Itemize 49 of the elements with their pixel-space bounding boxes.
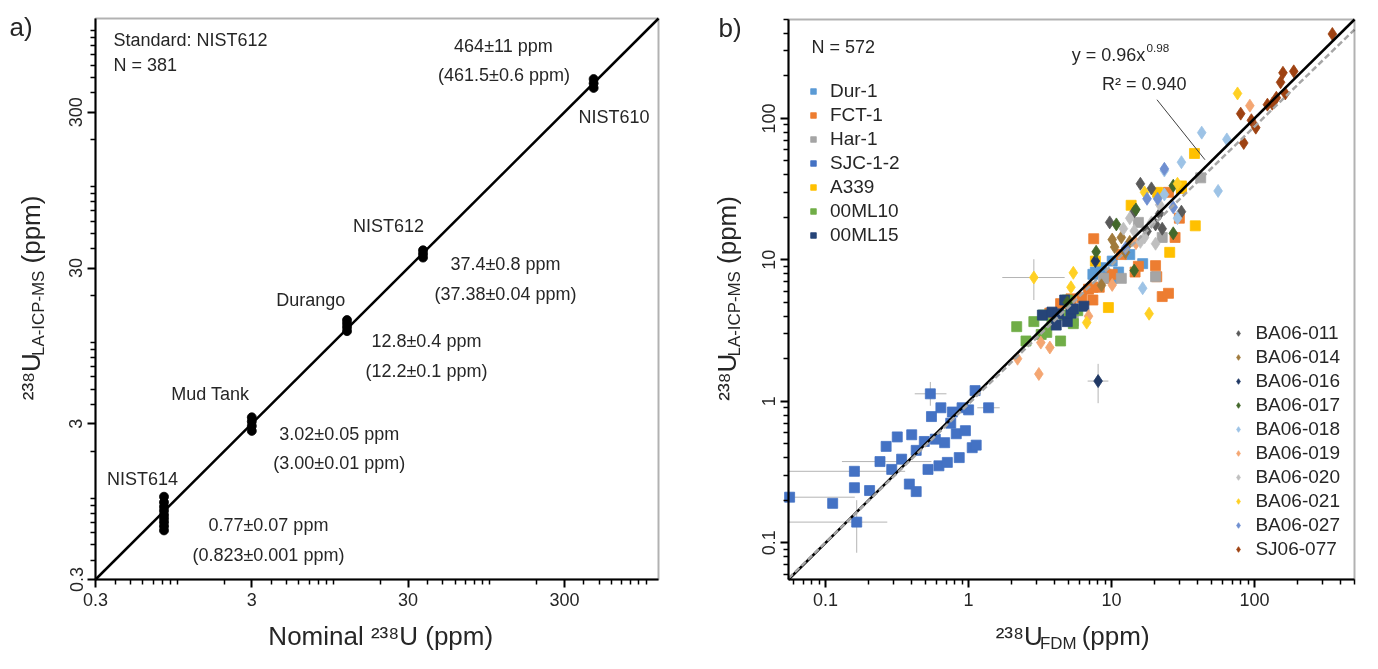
legend-label: Dur-1 xyxy=(830,79,878,103)
annotation: 37.4±0.8 ppm (37.38±0.04 ppm) xyxy=(434,254,577,305)
annotation: 3.02±0.05 ppm (3.00±0.01 ppm) xyxy=(273,424,406,474)
annotation: 12.8±0.4 ppm (12.2±0.1 ppm) xyxy=(365,330,488,381)
annotation: Durango xyxy=(276,289,346,310)
legend-label: Har-1 xyxy=(830,127,878,151)
legend-label: BA06-011 xyxy=(1255,321,1339,345)
annotation: 0.77±0.07 ppm (0.823±0.001 ppm) xyxy=(192,514,345,565)
legend-label: BA06-017 xyxy=(1255,393,1340,417)
y-tick-label: 3 xyxy=(66,418,87,429)
legend-label: BA06-018 xyxy=(1255,417,1340,441)
text: b) xyxy=(718,12,742,43)
x-tick-label: 10 xyxy=(1101,589,1122,610)
x-tick-label: 0.1 xyxy=(813,589,839,610)
annotation: Mud Tank xyxy=(171,384,250,405)
y-tick-label: 0.1 xyxy=(759,530,780,556)
text: a) xyxy=(9,11,33,42)
y-tick-label: 10 xyxy=(759,249,780,270)
legend-label: BA06-020 xyxy=(1255,465,1340,489)
legend-label: SJC-1-2 xyxy=(830,151,900,175)
y-axis-title: ²³⁸ULA-ICP-MS (ppm) xyxy=(15,195,48,401)
legend-label: BA06-021 xyxy=(1255,489,1340,513)
x-tick-label: 30 xyxy=(398,589,419,610)
annotation: NIST614 xyxy=(106,468,178,489)
annotation: R² = 0.940 xyxy=(1101,73,1187,94)
x-axis-title: Nominal ²³⁸U (ppm) xyxy=(268,620,494,651)
x-tick-label: 3 xyxy=(246,589,257,610)
y-axis-title: ²³⁸ULA-ICP-MS (ppm) xyxy=(711,196,744,401)
y-tick-label: 1 xyxy=(759,396,780,407)
annotation: NIST612 xyxy=(352,216,424,237)
annotation: NIST610 xyxy=(578,106,650,127)
annotation: 464±11 ppm (461.5±0.6 ppm) xyxy=(438,35,571,85)
legend-label: BA06-027 xyxy=(1255,513,1340,537)
legend-label: SJ06-077 xyxy=(1255,537,1337,561)
y-tick-label: 30 xyxy=(66,257,87,279)
legend-label: A339 xyxy=(830,175,875,199)
legend-label: 00ML10 xyxy=(830,199,899,223)
annotation: Standard: NIST612 N = 381 xyxy=(113,29,268,75)
annotation: N = 572 xyxy=(811,36,876,57)
legend-label: FCT-1 xyxy=(830,103,883,127)
legend-label: 00ML15 xyxy=(830,223,899,247)
legend-label: BA06-014 xyxy=(1255,345,1340,369)
legend-label: BA06-019 xyxy=(1255,441,1340,465)
x-tick-label: 300 xyxy=(549,589,580,610)
y-tick-label: 300 xyxy=(66,97,87,128)
y-tick-label: 100 xyxy=(759,103,780,134)
x-tick-label: 100 xyxy=(1239,589,1270,610)
legend-label: BA06-016 xyxy=(1255,369,1340,393)
x-tick-label: 1 xyxy=(963,589,974,610)
